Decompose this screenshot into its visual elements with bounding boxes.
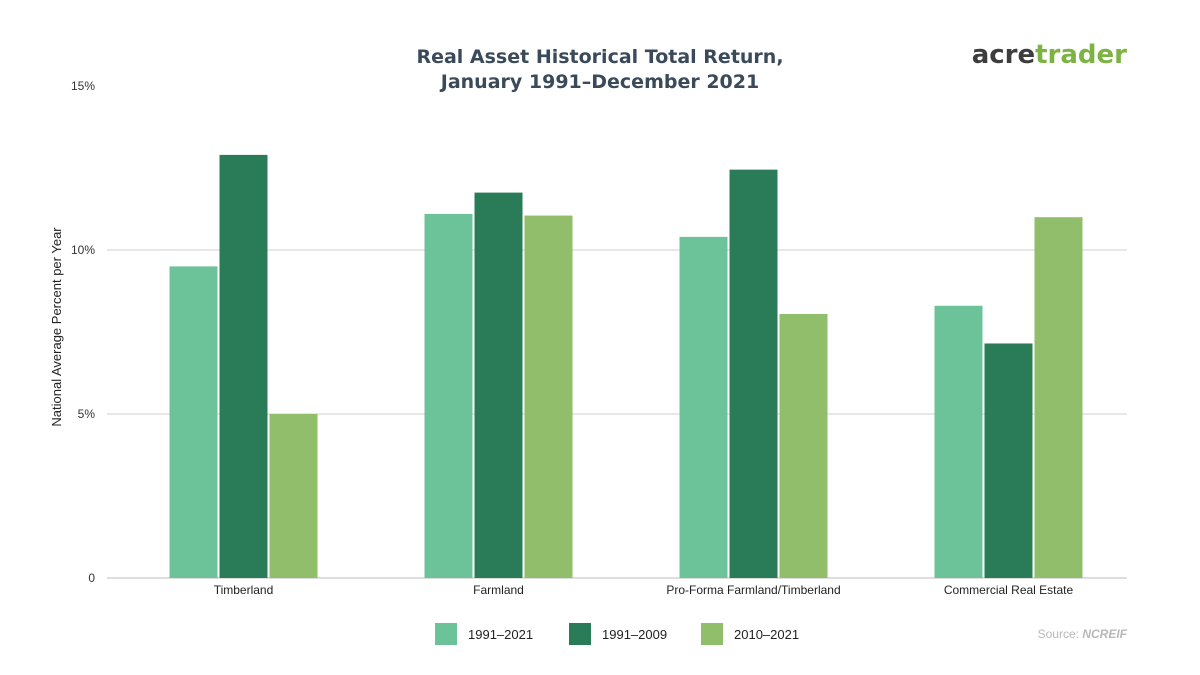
bar — [779, 313, 828, 578]
legend: 1991–2021 1991–2009 2010–2021 — [435, 623, 799, 645]
bar — [169, 266, 218, 578]
y-tick-label: 5% — [78, 407, 96, 421]
legend-label: 2010–2021 — [734, 627, 799, 642]
legend-swatch — [701, 623, 723, 645]
y-tick-label: 0 — [88, 571, 95, 585]
logo-part-acre: acre — [972, 40, 1035, 70]
source-note: Source: NCREIF — [1038, 627, 1128, 641]
bars — [169, 154, 1083, 579]
bar — [934, 305, 983, 578]
source-prefix: Source: — [1038, 627, 1083, 641]
chart-title-line-2: January 1991–December 2021 — [439, 71, 759, 93]
legend-swatch — [569, 623, 591, 645]
y-tick-labels: 0 5% 10% 15% — [71, 79, 95, 585]
category-label: Farmland — [473, 583, 524, 597]
logo-part-trader: trader — [1035, 40, 1127, 70]
bar — [424, 213, 473, 579]
y-axis-label: National Average Percent per Year — [49, 227, 64, 427]
bar — [524, 215, 573, 578]
acretrader-logo: acretrader — [972, 40, 1127, 70]
category-label: Commercial Real Estate — [944, 583, 1074, 597]
legend-swatch — [435, 623, 457, 645]
bar — [219, 154, 268, 578]
bar — [1034, 217, 1083, 578]
source-name: NCREIF — [1082, 627, 1127, 641]
bar — [269, 414, 318, 578]
y-tick-label: 10% — [71, 243, 95, 257]
bar — [474, 192, 523, 578]
legend-label: 1991–2009 — [602, 627, 667, 642]
category-label: Timberland — [214, 583, 274, 597]
bar — [729, 169, 778, 578]
bar — [679, 236, 728, 578]
legend-label: 1991–2021 — [468, 627, 533, 642]
bar — [984, 343, 1033, 578]
y-tick-label: 15% — [71, 79, 95, 93]
chart-title-line-1: Real Asset Historical Total Return, — [416, 46, 783, 68]
category-label: Pro-Forma Farmland/Timberland — [666, 583, 840, 597]
category-labels: Timberland Farmland Pro-Forma Farmland/Tim… — [214, 583, 1074, 597]
